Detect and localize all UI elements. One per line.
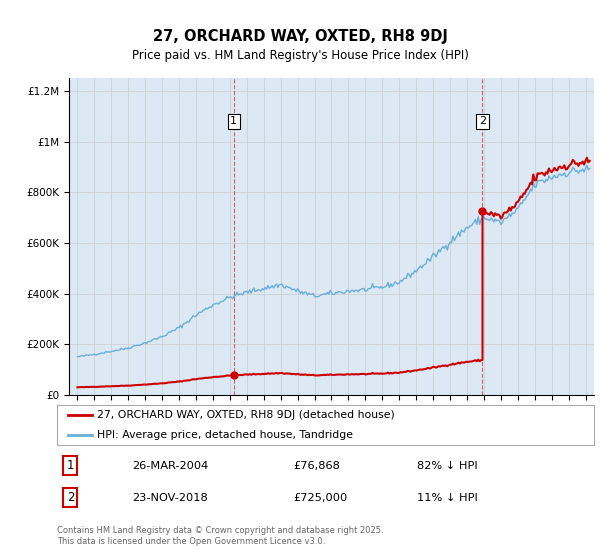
Text: 1: 1 <box>230 116 237 127</box>
Text: Contains HM Land Registry data © Crown copyright and database right 2025.
This d: Contains HM Land Registry data © Crown c… <box>57 526 383 546</box>
Text: 27, ORCHARD WAY, OXTED, RH8 9DJ: 27, ORCHARD WAY, OXTED, RH8 9DJ <box>152 29 448 44</box>
Text: £725,000: £725,000 <box>293 493 347 503</box>
Text: Price paid vs. HM Land Registry's House Price Index (HPI): Price paid vs. HM Land Registry's House … <box>131 49 469 63</box>
Text: 23-NOV-2018: 23-NOV-2018 <box>132 493 208 503</box>
Text: HPI: Average price, detached house, Tandridge: HPI: Average price, detached house, Tand… <box>97 430 353 440</box>
Text: 11% ↓ HPI: 11% ↓ HPI <box>417 493 478 503</box>
Text: 82% ↓ HPI: 82% ↓ HPI <box>417 460 478 470</box>
Text: £76,868: £76,868 <box>293 460 340 470</box>
Text: 26-MAR-2004: 26-MAR-2004 <box>132 460 208 470</box>
Text: 1: 1 <box>67 459 74 472</box>
Text: 2: 2 <box>479 116 486 127</box>
Text: 27, ORCHARD WAY, OXTED, RH8 9DJ (detached house): 27, ORCHARD WAY, OXTED, RH8 9DJ (detache… <box>97 410 395 421</box>
Text: 2: 2 <box>67 491 74 504</box>
